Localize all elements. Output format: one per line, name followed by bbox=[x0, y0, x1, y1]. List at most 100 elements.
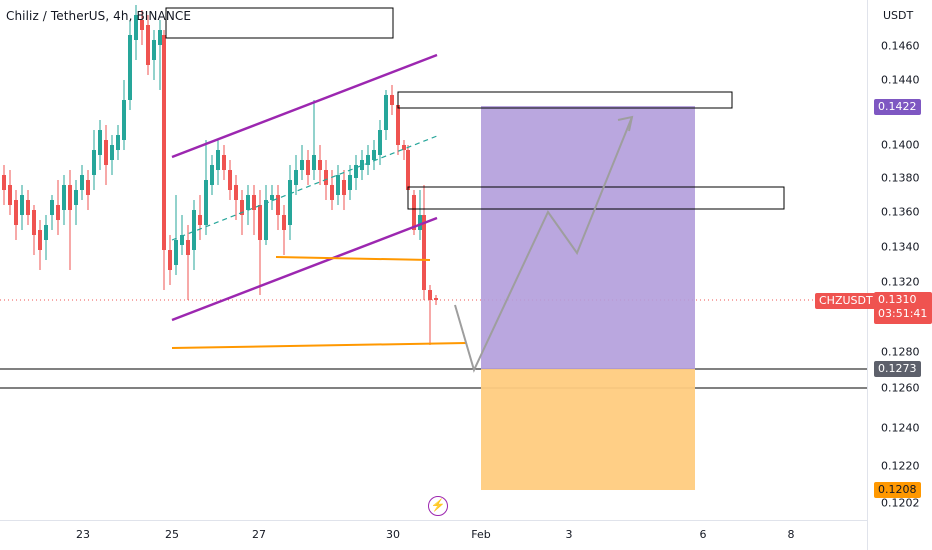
candle-body bbox=[92, 150, 96, 175]
candle-body bbox=[412, 195, 416, 230]
price-tick: 0.1360 bbox=[881, 205, 920, 219]
current-price-value: 0.1310 bbox=[878, 293, 917, 306]
candle-body bbox=[216, 150, 220, 170]
candle-body bbox=[406, 150, 410, 190]
time-tick: 23 bbox=[76, 528, 90, 541]
candle-body bbox=[198, 215, 202, 225]
candle-body bbox=[168, 250, 172, 270]
candle-body bbox=[80, 175, 84, 190]
candle-body bbox=[26, 200, 30, 215]
projection-arrowhead bbox=[617, 115, 634, 132]
support-line bbox=[275, 256, 431, 261]
bar-countdown: 03:51:41 bbox=[878, 307, 928, 320]
candle-body bbox=[116, 135, 120, 150]
price-tick: 0.1320 bbox=[881, 275, 920, 289]
candle-body bbox=[306, 160, 310, 175]
candle-body bbox=[282, 215, 286, 230]
price-tick: 0.1202 bbox=[881, 496, 920, 510]
resistance-box bbox=[165, 7, 394, 39]
candle-body bbox=[390, 95, 394, 105]
candle-body bbox=[360, 160, 364, 170]
price-tick: 0.1260 bbox=[881, 381, 920, 395]
candle-body bbox=[342, 180, 346, 195]
time-tick: 6 bbox=[699, 528, 707, 541]
price-tick: 0.1240 bbox=[881, 421, 920, 435]
candle-body bbox=[14, 200, 18, 225]
resistance-box bbox=[397, 91, 733, 109]
candle-body bbox=[122, 100, 126, 140]
price-axis-unit: USDT bbox=[883, 9, 914, 22]
candle-body bbox=[402, 145, 406, 150]
candle-body bbox=[434, 298, 438, 300]
candle-body bbox=[264, 200, 268, 240]
symbol-label: CHZUSDT bbox=[815, 293, 877, 309]
channel-upper-line bbox=[171, 53, 438, 159]
candle-body bbox=[152, 40, 156, 60]
price-tick: 0.1400 bbox=[881, 138, 920, 152]
candle-body bbox=[62, 185, 66, 210]
candle-body bbox=[38, 230, 42, 250]
candle-body bbox=[140, 20, 144, 30]
candle-body bbox=[384, 95, 388, 130]
candle-body bbox=[372, 150, 376, 160]
channel-lower-line bbox=[171, 216, 438, 322]
price-tick: 0.1220 bbox=[881, 459, 920, 473]
loss-zone bbox=[481, 369, 695, 490]
price-tick: 0.1460 bbox=[881, 39, 920, 53]
time-tick: 8 bbox=[787, 528, 795, 541]
candle-body bbox=[336, 175, 340, 195]
profit-zone bbox=[481, 106, 695, 369]
candle-body bbox=[366, 155, 370, 165]
candle-body bbox=[396, 105, 400, 145]
candle-body bbox=[128, 35, 132, 100]
time-tick: Feb bbox=[471, 528, 491, 541]
candle-body bbox=[300, 160, 304, 170]
candle-body bbox=[378, 130, 382, 155]
candle-body bbox=[186, 240, 190, 255]
candle-body bbox=[240, 200, 244, 215]
candle-body bbox=[312, 155, 316, 170]
candle-body bbox=[192, 210, 196, 250]
candle-body bbox=[258, 205, 262, 240]
candle-body bbox=[86, 180, 90, 195]
lightning-bolt-icon[interactable]: ⚡ bbox=[428, 496, 448, 516]
candle-body bbox=[146, 25, 150, 65]
candle-body bbox=[158, 30, 162, 45]
candle-body bbox=[98, 130, 102, 155]
candle-body bbox=[228, 170, 232, 190]
time-tick: 25 bbox=[165, 528, 179, 541]
price-axis-divider bbox=[867, 0, 868, 550]
candle-body bbox=[104, 140, 108, 165]
candle-body bbox=[288, 180, 292, 225]
candle-body bbox=[2, 175, 6, 190]
candle-body bbox=[276, 195, 280, 215]
candle-body bbox=[56, 205, 60, 220]
candle-body bbox=[44, 225, 48, 240]
time-tick: 27 bbox=[252, 528, 266, 541]
candle-body bbox=[180, 235, 184, 245]
candle-body bbox=[162, 35, 166, 250]
entry-price-label: 0.1273 bbox=[874, 361, 921, 377]
candle-body bbox=[68, 185, 72, 210]
candle-body bbox=[174, 240, 178, 265]
candle-body bbox=[270, 195, 274, 200]
candle-body bbox=[418, 215, 422, 230]
candle-body bbox=[134, 15, 138, 40]
current-price-label: 0.1310 03:51:41 bbox=[874, 292, 932, 324]
candle-body bbox=[204, 180, 208, 225]
candle-body bbox=[50, 200, 54, 215]
candle-body bbox=[348, 175, 352, 190]
candle-body bbox=[354, 165, 358, 178]
time-axis-divider bbox=[0, 520, 867, 521]
candle-body bbox=[234, 185, 238, 200]
candle-body bbox=[318, 160, 322, 170]
price-tick: 0.1380 bbox=[881, 171, 920, 185]
candle-body bbox=[210, 165, 214, 185]
resistance-box bbox=[407, 186, 785, 210]
candle-body bbox=[74, 190, 78, 205]
candle-body bbox=[246, 195, 250, 210]
target-price-label: 0.1422 bbox=[874, 99, 921, 115]
channel-midline bbox=[171, 135, 438, 241]
chart-title[interactable]: Chiliz / TetherUS, 4h, BINANCE bbox=[6, 9, 192, 23]
